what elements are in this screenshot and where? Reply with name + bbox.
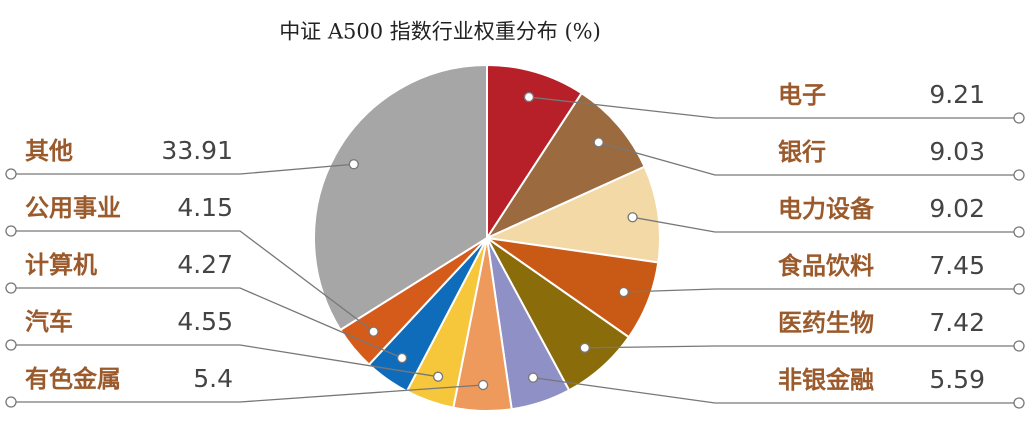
- pie-slice: [486, 63, 584, 242]
- leader-dot: [527, 372, 539, 383]
- leader-end: [1013, 397, 1025, 409]
- category-label: 非银金融: [778, 366, 874, 394]
- leader-end: [5, 282, 17, 294]
- leader-line: [16, 344, 439, 378]
- value-label: 9.21: [929, 80, 985, 109]
- category-label: 公用事业: [25, 194, 121, 222]
- leader-end: [1013, 112, 1025, 124]
- leader-end: [5, 339, 17, 351]
- leader-end: [1013, 169, 1025, 181]
- pie-slice: [483, 165, 661, 264]
- leader-dot: [477, 379, 489, 391]
- leader-line: [16, 384, 484, 403]
- category-label: 医药生物: [778, 309, 874, 337]
- leader-end: [1013, 283, 1025, 295]
- leader-end: [1013, 226, 1025, 238]
- leader-line: [528, 96, 1014, 119]
- value-label: 7.42: [929, 308, 985, 337]
- leader-line: [632, 216, 1014, 233]
- value-label: 4.55: [177, 307, 233, 336]
- pie-slice: [313, 63, 488, 332]
- value-label: 9.02: [929, 194, 985, 223]
- value-label: 4.27: [177, 250, 233, 279]
- chart-title: 中证 A500 指数行业权重分布 (%): [279, 20, 601, 44]
- leader-dot: [593, 137, 604, 148]
- leader-end: [5, 225, 17, 237]
- value-label: 5.4: [193, 364, 233, 393]
- leader-dot: [432, 371, 444, 382]
- leader-end: [5, 168, 17, 180]
- value-label: 7.45: [929, 251, 985, 280]
- category-label: 汽车: [25, 308, 73, 336]
- leader-line: [598, 141, 1014, 176]
- category-label: 电力设备: [778, 195, 875, 223]
- category-label: 银行: [778, 138, 826, 166]
- leader-dot: [579, 342, 590, 353]
- leader-dot: [627, 212, 638, 223]
- leader-end: [1013, 340, 1025, 352]
- leader-line: [16, 163, 354, 175]
- leader-dot: [348, 159, 359, 170]
- leader-dot: [396, 352, 408, 364]
- leader-dot: [523, 91, 535, 103]
- leader-dot: [368, 326, 379, 337]
- value-label: 33.91: [161, 136, 233, 165]
- leader-line: [16, 287, 403, 359]
- leader-line: [533, 376, 1014, 404]
- category-label: 其他: [25, 137, 73, 165]
- value-label: 4.15: [177, 193, 233, 222]
- leader-dot: [618, 286, 629, 298]
- leader-line: [623, 288, 1014, 293]
- category-label: 有色金属: [25, 365, 121, 393]
- category-label: 食品饮料: [778, 252, 874, 280]
- leader-line: [16, 230, 374, 333]
- leader-end: [5, 396, 17, 408]
- category-label: 计算机: [25, 251, 97, 279]
- value-label: 5.59: [929, 365, 985, 394]
- value-label: 9.03: [929, 137, 985, 166]
- leader-line: [584, 345, 1014, 349]
- pie-slice: [484, 91, 646, 241]
- category-label: 电子: [778, 81, 826, 109]
